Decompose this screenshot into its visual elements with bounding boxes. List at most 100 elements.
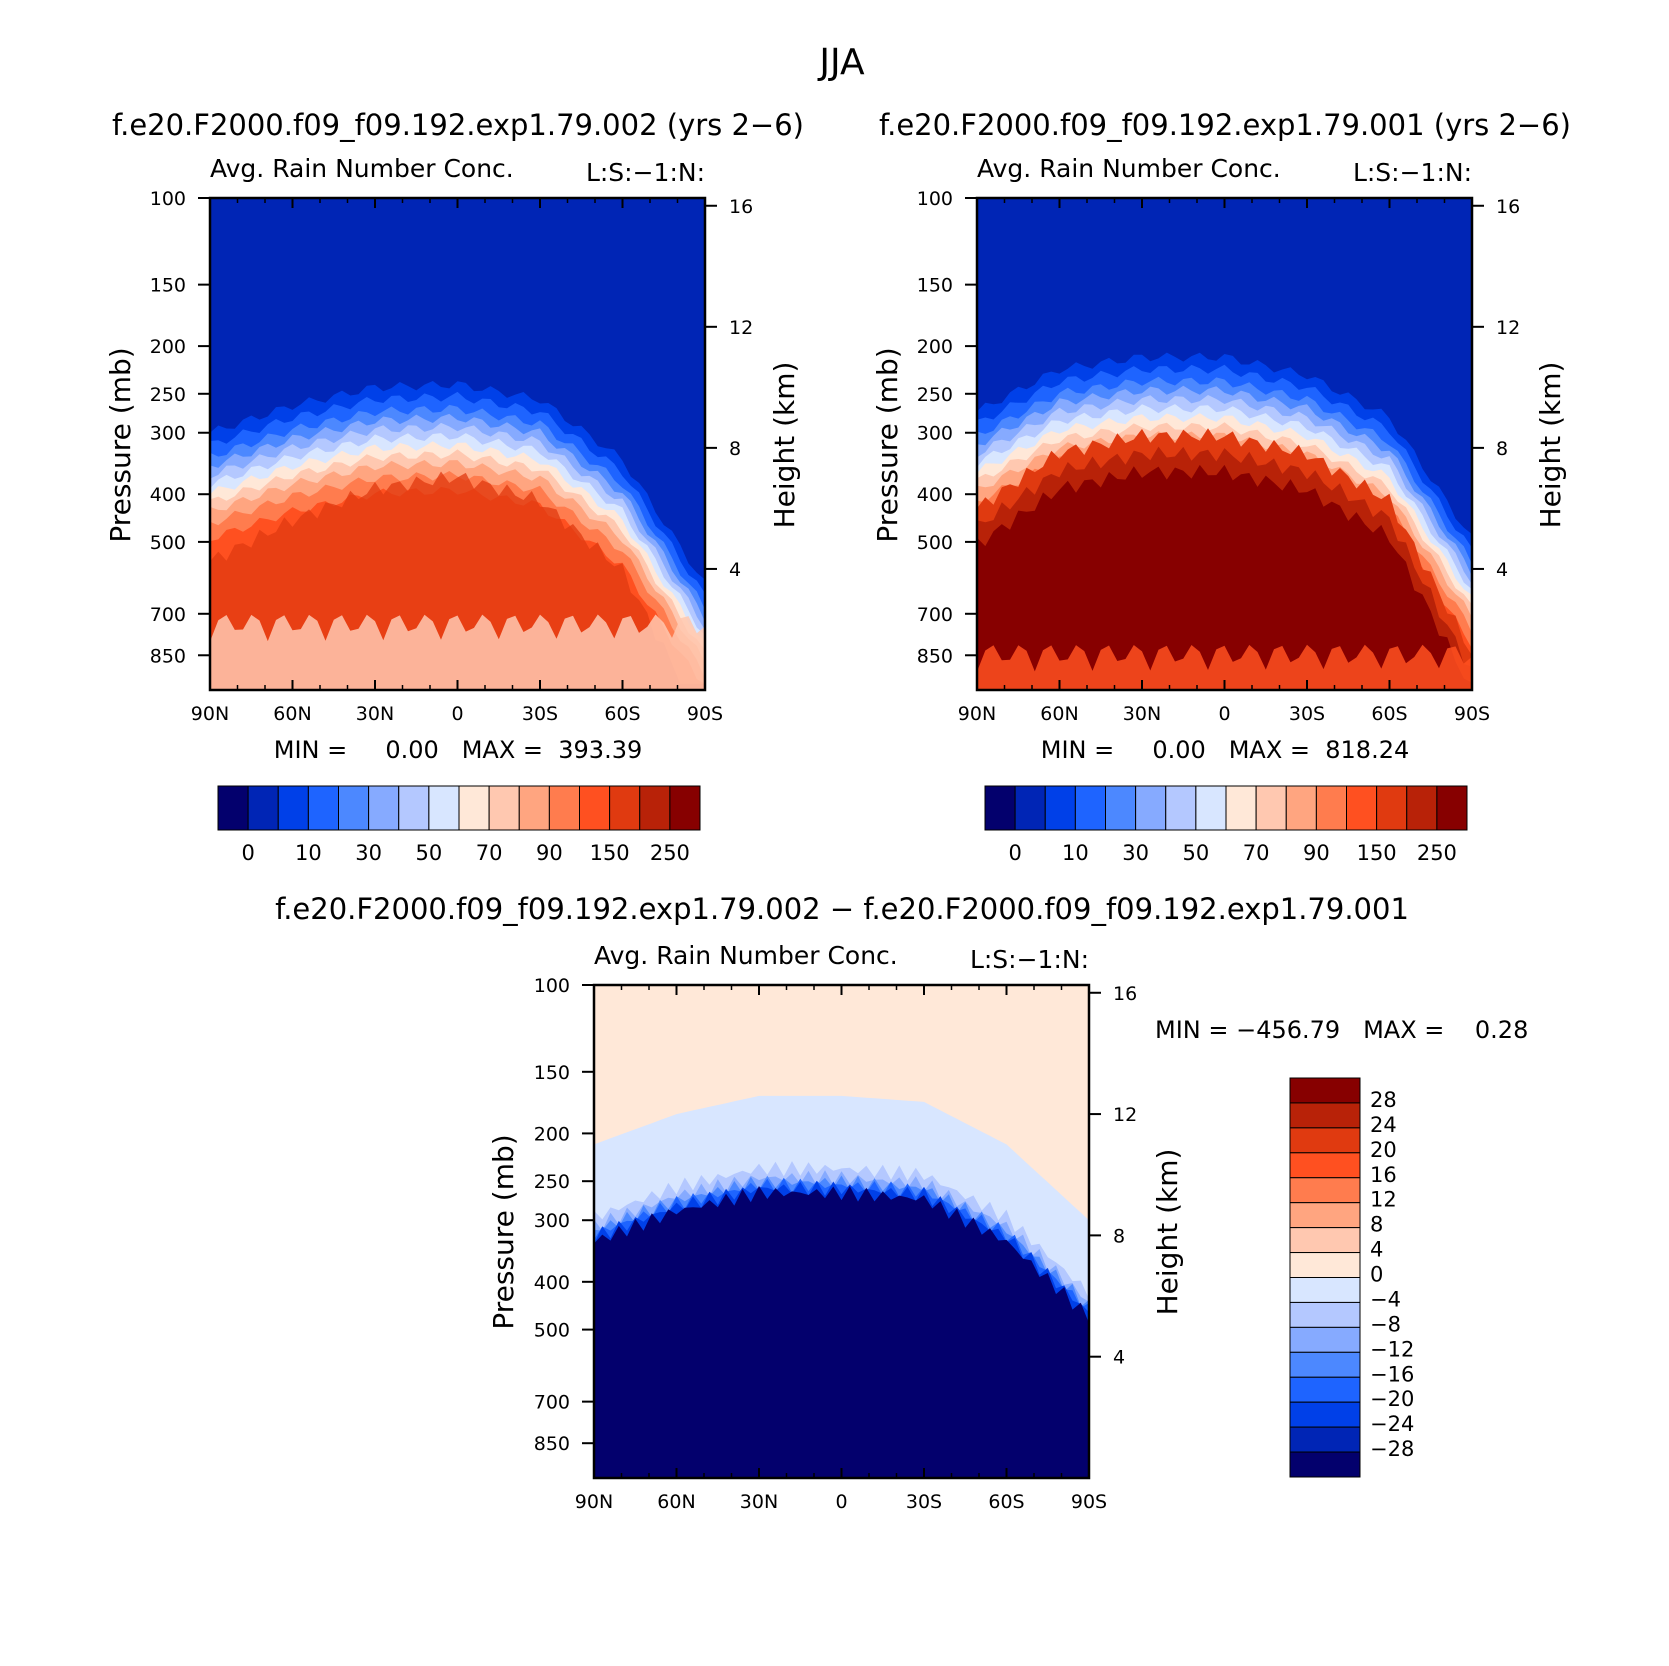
x-tick-label: 90N	[575, 1491, 613, 1513]
x-tick-label: 90S	[1071, 1491, 1107, 1513]
colorbar-swatch	[1255, 785, 1287, 831]
colorbar-label: 0	[1008, 841, 1021, 865]
y2-axis-label: Height (km)	[768, 362, 801, 529]
panel-difference: f.e20.F2000.f09_f09.192.exp1.79.002 − f.…	[275, 892, 1528, 1513]
subtitle-right: L:S:−1:N:	[970, 945, 1089, 974]
y-tick-label: 850	[534, 1433, 570, 1455]
y-tick-label: 100	[150, 188, 186, 210]
colorbar-swatch	[579, 785, 611, 831]
subtitle-right: L:S:−1:N:	[586, 158, 705, 187]
y-tick-label: 400	[917, 484, 953, 506]
case-title: f.e20.F2000.f09_f09.192.exp1.79.002 − f.…	[275, 892, 1409, 926]
axes: 90N 60N 30N 0 30S 60S 90S 100 150 200 250 300 400 500…	[917, 188, 1520, 725]
colorbar-swatch	[1289, 1326, 1361, 1353]
colorbar-swatch	[398, 785, 430, 831]
colorbar-label: −20	[1370, 1387, 1414, 1411]
x-tick-label: 30N	[1123, 703, 1161, 725]
contour-band	[977, 644, 1472, 690]
colorbar-swatch	[1289, 1252, 1361, 1278]
y-tick-label: 200	[150, 336, 186, 358]
y2-tick-label: 4	[729, 559, 741, 581]
colorbar-swatch	[1289, 1177, 1361, 1204]
y-tick-label: 150	[534, 1062, 570, 1084]
y-tick-label: 100	[534, 975, 570, 997]
colorbar-swatch	[1376, 785, 1408, 831]
colorbar-swatch	[1289, 1152, 1361, 1179]
x-tick-label: 30S	[522, 703, 558, 725]
y-tick-label: 200	[917, 336, 953, 358]
colorbar-swatch	[1289, 1277, 1361, 1303]
subtitle-right: L:S:−1:N:	[1353, 158, 1472, 187]
colorbar-label: −4	[1370, 1287, 1401, 1311]
y2-axis-label: Height (km)	[1151, 1149, 1184, 1316]
subtitle-left: Avg. Rain Number Conc.	[977, 154, 1281, 183]
colorbar-label: 70	[476, 841, 503, 865]
colorbar-swatch	[217, 785, 249, 831]
y2-tick-label: 12	[1496, 317, 1520, 339]
colorbar-swatch	[368, 785, 400, 831]
x-tick-label: 60S	[988, 1491, 1024, 1513]
y-tick-label: 400	[534, 1272, 570, 1294]
colorbar-swatch	[1074, 785, 1106, 831]
contour-band	[594, 1186, 1089, 1478]
y-tick-label: 500	[917, 532, 953, 554]
case-title: f.e20.F2000.f09_f09.192.exp1.79.001 (yrs…	[879, 108, 1571, 142]
panel-exp002: f.e20.F2000.f09_f09.192.exp1.79.002 (yrs…	[104, 108, 804, 865]
axes: 90N 60N 30N 0 30S 60S 90S 100 150 200 250 300 400 500…	[150, 188, 753, 725]
colorbar-swatch	[1289, 1351, 1361, 1378]
y-tick-label: 300	[917, 423, 953, 445]
y2-tick-label: 4	[1496, 559, 1508, 581]
y2-axis-label: Height (km)	[1534, 362, 1567, 529]
x-tick-label: 90S	[687, 703, 723, 725]
colorbar-swatch	[338, 785, 370, 831]
y-tick-label: 700	[150, 604, 186, 626]
colorbar-label: 0	[241, 841, 254, 865]
colorbar-swatch	[1014, 785, 1046, 831]
colorbar-swatch	[1165, 785, 1197, 831]
colorbar-swatch	[1289, 1102, 1361, 1129]
colorbar-swatch	[1225, 785, 1257, 831]
subtitle-left: Avg. Rain Number Conc.	[594, 941, 898, 970]
contour-band	[977, 464, 1472, 690]
colorbar-label: 50	[416, 841, 443, 865]
colorbar-swatch	[307, 785, 339, 831]
colorbar: 0 10 30 50 70 90 150 250	[217, 785, 701, 865]
x-tick-label: 0	[835, 1491, 847, 1513]
colorbar-label: 28	[1370, 1088, 1397, 1112]
min-max-stats: MIN = −456.79 MAX = 0.28	[1155, 1016, 1528, 1044]
x-tick-label: 90S	[1454, 703, 1490, 725]
min-max-stats: MIN = 0.00 MAX = 393.39	[274, 736, 642, 764]
y2-tick-label: 16	[1113, 983, 1137, 1005]
colorbar-swatch	[1346, 785, 1378, 831]
y-tick-label: 150	[150, 275, 186, 297]
contour-band	[210, 614, 705, 690]
y-axis-label: Pressure (mb)	[871, 347, 904, 542]
x-tick-label: 0	[451, 703, 463, 725]
y2-tick-label: 12	[1113, 1104, 1137, 1126]
colorbar-label: 12	[1370, 1188, 1397, 1212]
colorbar-label: 10	[295, 841, 322, 865]
colorbar-swatch	[277, 785, 309, 831]
colorbar-label: 4	[1370, 1238, 1383, 1262]
y-tick-label: 300	[534, 1210, 570, 1232]
y-tick-label: 500	[534, 1320, 570, 1342]
y-tick-label: 150	[917, 275, 953, 297]
colorbar-swatch	[984, 785, 1016, 831]
colorbar-swatch	[609, 785, 641, 831]
y2-tick-label: 8	[1496, 438, 1508, 460]
y2-tick-label: 16	[1496, 196, 1520, 218]
x-tick-label: 60N	[273, 703, 311, 725]
x-tick-label: 30N	[740, 1491, 778, 1513]
colorbar-label: 10	[1062, 841, 1089, 865]
x-tick-label: 60N	[1040, 703, 1078, 725]
x-tick-label: 30S	[906, 1491, 942, 1513]
x-tick-label: 30N	[356, 703, 394, 725]
colorbar-swatch	[1289, 1127, 1361, 1154]
colorbar-label: 30	[1122, 841, 1149, 865]
x-tick-label: 60N	[657, 1491, 695, 1513]
colorbar-swatch	[548, 785, 580, 831]
x-tick-label: 30S	[1289, 703, 1325, 725]
y-tick-label: 700	[534, 1392, 570, 1414]
colorbar-swatch	[1436, 785, 1468, 831]
